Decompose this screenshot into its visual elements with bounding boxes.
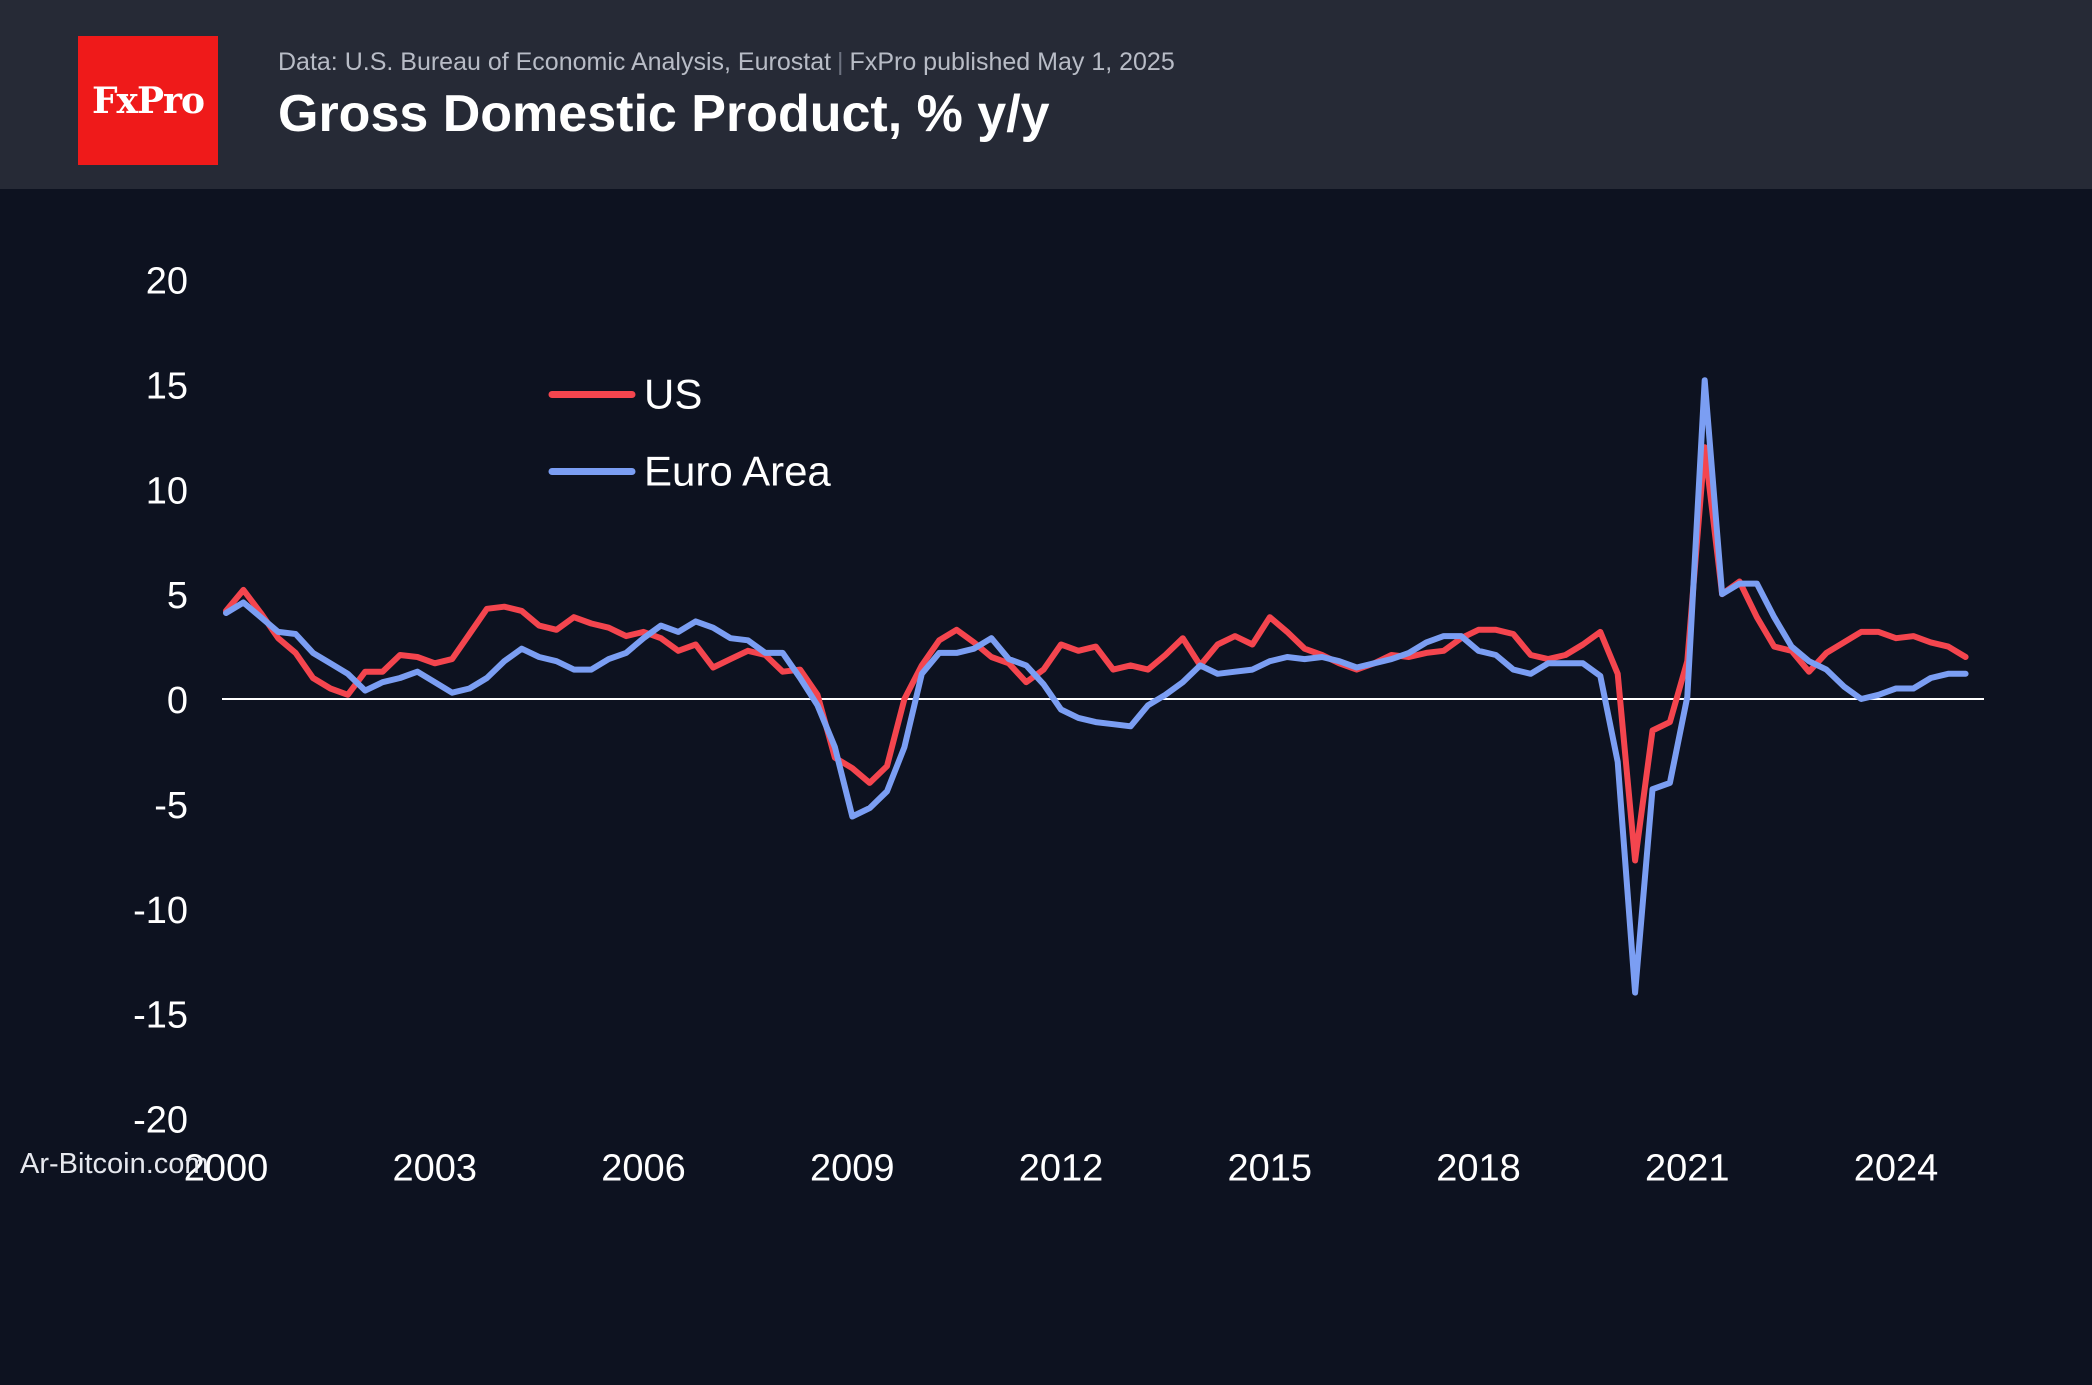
x-tick-label: 2018 [1436, 1148, 1521, 1190]
source-separator: | [837, 48, 844, 76]
y-tick-label: 20 [146, 261, 188, 303]
series-lines [223, 377, 1969, 996]
y-tick-label: 0 [167, 680, 188, 722]
x-tick-label: 2024 [1854, 1148, 1939, 1190]
y-tick-label: 15 [146, 365, 188, 407]
x-tick-label: 2000 [184, 1148, 269, 1190]
x-tick-label: 2021 [1645, 1148, 1730, 1190]
page-title: Gross Domestic Product, % y/y [278, 85, 1050, 143]
header-bar: FxPro Data: U.S. Bureau of Economic Anal… [0, 0, 2092, 189]
published-date: FxPro published May 1, 2025 [849, 48, 1175, 76]
x-tick-label: 2015 [1227, 1148, 1312, 1190]
data-source: Data: U.S. Bureau of Economic Analysis, … [278, 48, 1175, 77]
y-tick-label: -20 [133, 1100, 188, 1142]
y-tick-label: -15 [133, 995, 188, 1037]
series-line-euro-area [223, 377, 1969, 996]
legend: US Euro Area [548, 371, 831, 495]
fxpro-logo: FxPro [78, 36, 218, 165]
y-tick-label: 5 [167, 575, 188, 617]
x-tick-labels: 2000 2003 2006 2009 2012 2015 2018 2021 2024 [184, 1148, 1939, 1190]
y-tick-label: -5 [154, 785, 188, 827]
x-tick-label: 2012 [1019, 1148, 1104, 1190]
source-text: Data: U.S. Bureau of Economic Analysis, … [278, 48, 832, 76]
x-tick-label: 2006 [601, 1148, 686, 1190]
legend-label: Euro Area [644, 448, 831, 495]
series-line-us [223, 444, 1969, 864]
gdp-chart: -20 -15 -10 -5 0 5 10 15 20 2000 2003 2006 2009 2012… [133, 261, 1984, 1190]
y-tick-label: 10 [146, 470, 188, 512]
y-tick-label: -10 [133, 890, 188, 932]
x-tick-label: 2009 [810, 1148, 895, 1190]
legend-label: US [644, 371, 702, 418]
x-tick-label: 2003 [392, 1148, 477, 1190]
y-tick-labels: -20 -15 -10 -5 0 5 10 15 20 [133, 261, 188, 1142]
watermark: Ar-Bitcoin.com [20, 1148, 209, 1180]
